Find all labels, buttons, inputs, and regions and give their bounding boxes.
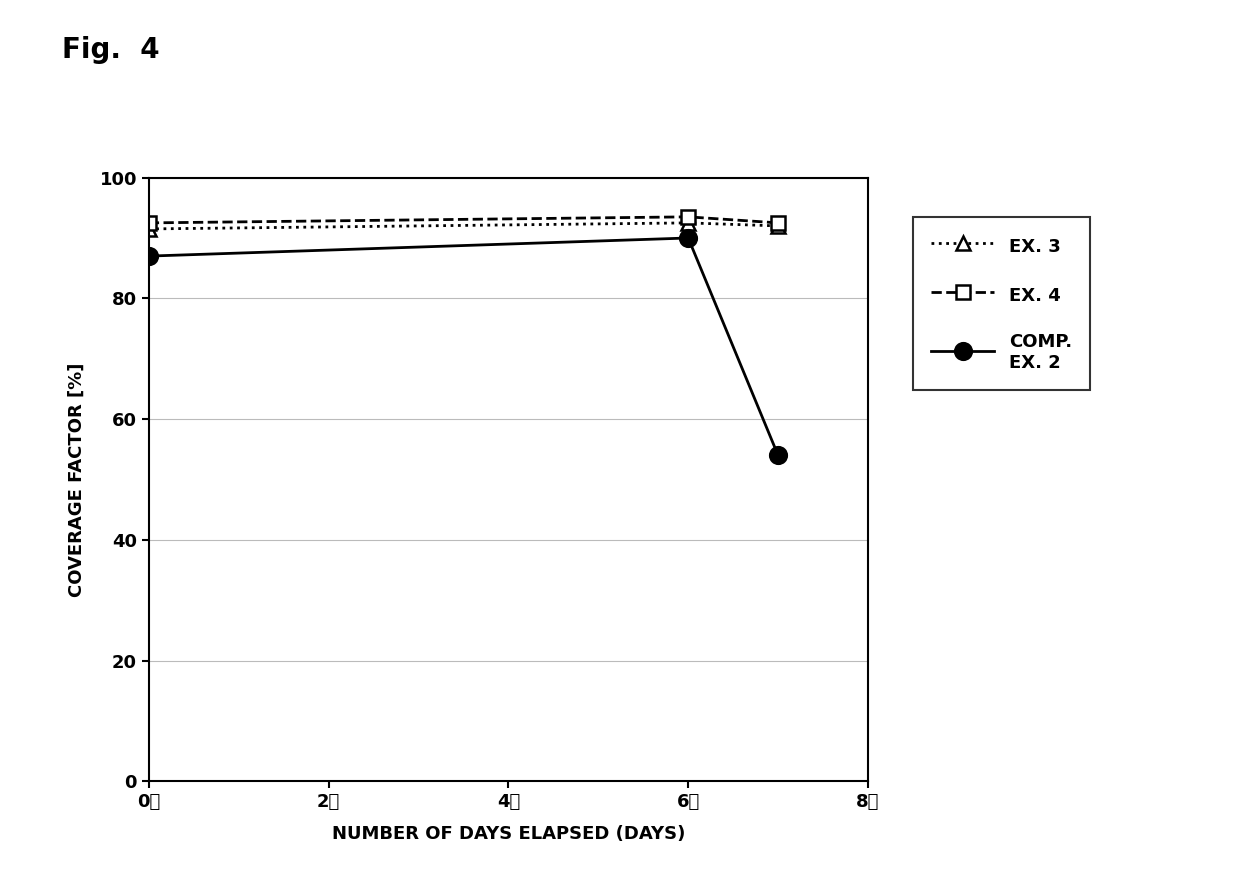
COMP.
EX. 2: [141, 250, 156, 261]
Text: Fig.  4: Fig. 4: [62, 36, 160, 64]
Y-axis label: COVERAGE FACTOR [%]: COVERAGE FACTOR [%]: [68, 362, 86, 597]
EX. 3: [681, 218, 696, 228]
COMP.
EX. 2: [681, 233, 696, 243]
Line: COMP.
EX. 2: COMP. EX. 2: [140, 230, 786, 464]
EX. 4: [681, 211, 696, 222]
Line: EX. 4: EX. 4: [141, 210, 785, 230]
EX. 3: [771, 220, 786, 231]
EX. 4: [771, 218, 786, 228]
COMP.
EX. 2: [771, 450, 786, 461]
Legend: EX. 3, EX. 4, COMP.
EX. 2: EX. 3, EX. 4, COMP. EX. 2: [913, 217, 1090, 390]
EX. 4: [141, 218, 156, 228]
EX. 3: [141, 224, 156, 234]
Line: EX. 3: EX. 3: [141, 216, 785, 236]
X-axis label: NUMBER OF DAYS ELAPSED (DAYS): NUMBER OF DAYS ELAPSED (DAYS): [332, 825, 684, 843]
